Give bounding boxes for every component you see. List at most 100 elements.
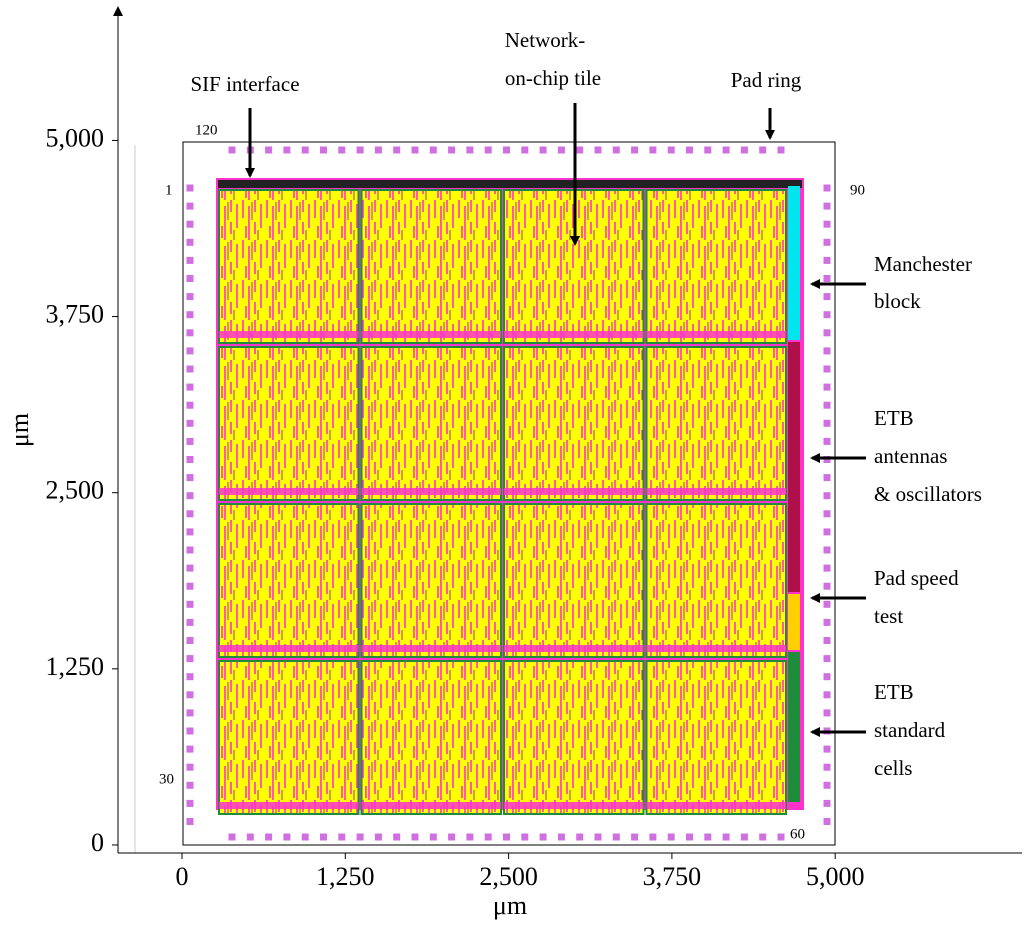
pad: [448, 833, 456, 841]
pad: [356, 146, 364, 154]
annotation: SIF interface: [190, 72, 299, 96]
pad: [686, 833, 693, 841]
pad: [186, 238, 194, 246]
pad: [823, 655, 831, 663]
pad: [823, 256, 831, 264]
noc-tile: [360, 503, 502, 658]
pad: [823, 673, 831, 681]
pad: [448, 146, 456, 154]
pad: [777, 833, 785, 841]
noc-tile: [360, 189, 502, 344]
pad: [338, 833, 346, 841]
tile-band: [504, 488, 644, 495]
pad: [823, 202, 831, 210]
pad: [186, 456, 194, 463]
pad: [186, 510, 194, 518]
pad: [759, 833, 767, 841]
manchester-block: [788, 186, 800, 340]
tiles: [218, 189, 787, 815]
noc-tile: [645, 660, 787, 815]
pad: [186, 818, 194, 825]
pad: [186, 600, 194, 608]
pad: [740, 146, 748, 154]
pad: [466, 833, 474, 841]
pad: [521, 833, 529, 841]
pad: [823, 347, 831, 355]
pad: [704, 146, 712, 154]
tile-band: [361, 331, 501, 338]
pad: [594, 146, 602, 154]
x-tick-label: 3,750: [643, 862, 702, 891]
pad: [722, 833, 730, 841]
x-tick-label: 1,250: [316, 862, 375, 891]
tile-band: [646, 645, 786, 652]
tile-band: [504, 645, 644, 652]
noc-tile: [503, 660, 645, 815]
noc-tile: [218, 660, 360, 815]
y-tick-label: 0: [91, 828, 104, 857]
y-axis-label: μm: [5, 413, 34, 447]
pad: [740, 833, 748, 841]
pad: [186, 256, 194, 264]
noc-tile: [360, 346, 502, 501]
pad: [374, 833, 382, 841]
pad: [186, 184, 194, 192]
y-tick-label: 5,000: [46, 123, 105, 152]
pad-label: 120: [195, 122, 218, 138]
pad: [823, 184, 831, 192]
pad: [301, 833, 309, 841]
noc-tile: [645, 189, 787, 344]
pad: [704, 833, 712, 841]
pad: [265, 146, 273, 154]
pad: [823, 220, 831, 228]
pad: [823, 600, 831, 608]
pad: [393, 146, 401, 154]
x-tick-label: 5,000: [806, 862, 865, 891]
tile-band: [361, 488, 501, 495]
x-tick-label: 0: [176, 862, 189, 891]
pad: [186, 293, 194, 301]
pad: [186, 673, 194, 681]
pad: [503, 833, 510, 841]
pad: [667, 833, 675, 841]
pad: [823, 564, 831, 572]
pad: [823, 709, 831, 717]
etb-antennas: [788, 342, 800, 592]
pad: [265, 833, 273, 841]
pad: [539, 833, 547, 841]
pad: [186, 365, 194, 373]
pad: [823, 492, 831, 500]
pad: [823, 510, 831, 518]
pad: [186, 799, 194, 807]
tile-band: [361, 645, 501, 652]
annotation: ETB: [874, 680, 914, 704]
tile-band: [219, 645, 359, 652]
annotation: antennas: [874, 444, 947, 468]
pad: [186, 618, 194, 626]
pad: [283, 833, 291, 841]
pad: [823, 546, 831, 554]
pad: [186, 419, 194, 427]
x-axis-label: μm: [493, 891, 527, 920]
pad: [466, 146, 474, 154]
pad: [186, 582, 194, 590]
pad-speed-test: [788, 594, 800, 650]
pad: [186, 637, 194, 644]
tile-band: [646, 488, 786, 495]
pad: [823, 311, 831, 319]
pad: [823, 637, 831, 644]
noc-tile: [360, 660, 502, 815]
pad: [228, 833, 236, 841]
pad: [823, 781, 831, 789]
pad: [823, 763, 831, 771]
pad: [823, 383, 831, 391]
pad: [186, 691, 194, 699]
pad: [631, 833, 639, 841]
pad: [411, 146, 419, 154]
pad: [503, 146, 510, 154]
pad: [301, 146, 309, 154]
pad: [823, 691, 831, 699]
pad: [186, 401, 194, 409]
